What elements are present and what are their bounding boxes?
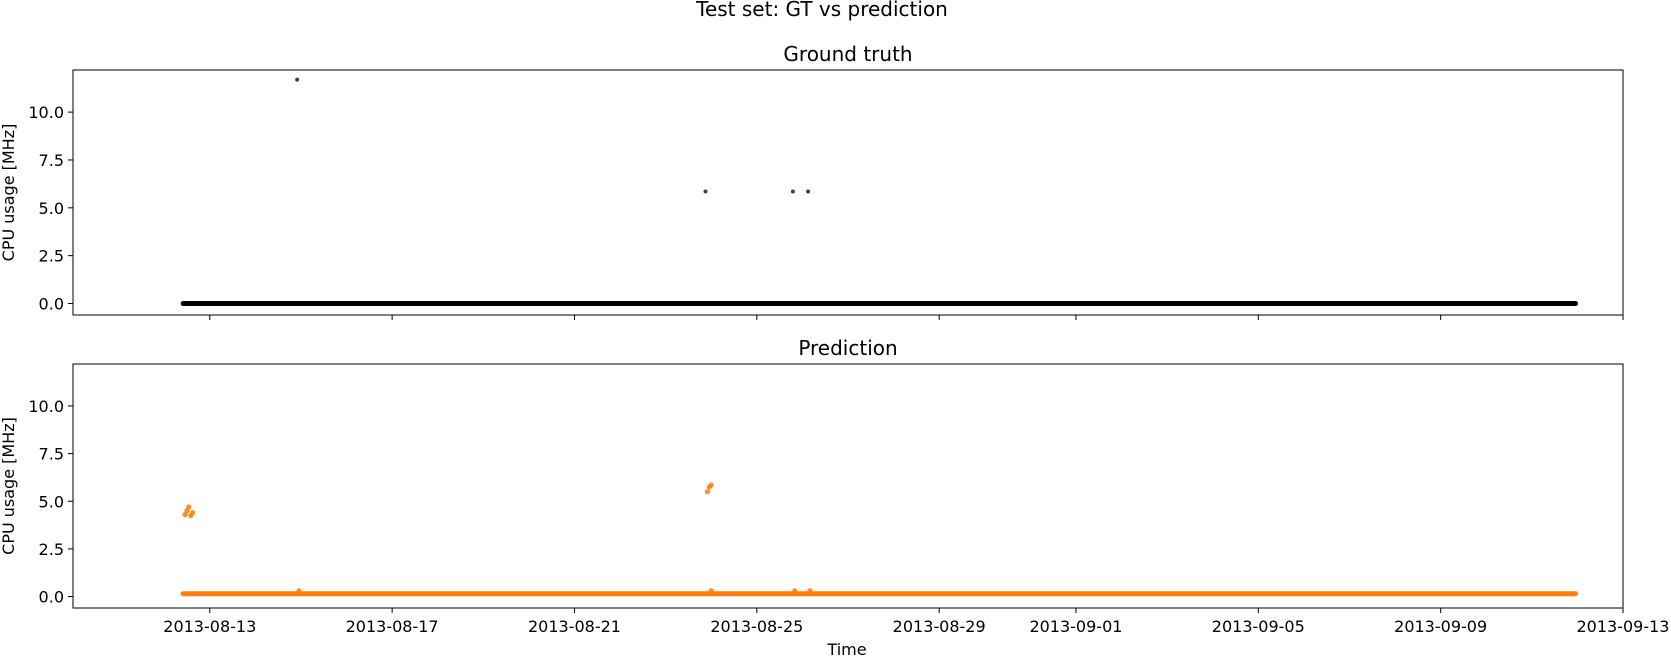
y-tick-label: 7.5 bbox=[39, 445, 64, 464]
data-point bbox=[295, 77, 300, 82]
plot-frame bbox=[72, 69, 1624, 316]
data-point bbox=[190, 510, 196, 516]
x-axis-label: Time bbox=[826, 640, 866, 659]
y-axis-label: CPU usage [MHz] bbox=[0, 124, 18, 262]
data-point bbox=[790, 189, 795, 194]
x-tick-label: 2013-09-13 bbox=[1577, 617, 1670, 636]
y-axis-label: CPU usage [MHz] bbox=[0, 417, 18, 555]
y-tick-label: 2.5 bbox=[39, 540, 64, 559]
y-tick-label: 10.0 bbox=[28, 103, 64, 122]
y-tick-label: 5.0 bbox=[39, 199, 64, 218]
data-point bbox=[296, 588, 302, 594]
data-point bbox=[703, 189, 708, 194]
data-point bbox=[708, 482, 714, 488]
x-tick-label: 2013-09-01 bbox=[1029, 617, 1122, 636]
data-point bbox=[806, 189, 811, 194]
x-tick-label: 2013-09-09 bbox=[1394, 617, 1487, 636]
x-tick-label: 2013-08-17 bbox=[346, 617, 439, 636]
x-tick-label: 2013-08-13 bbox=[163, 617, 256, 636]
y-tick-label: 2.5 bbox=[39, 247, 64, 266]
figure-suptitle: Test set: GT vs prediction bbox=[695, 0, 948, 21]
ground-truth-panel: Ground truth CPU usage [MHz] 0.0 2.5 5.0 7.5 1… bbox=[0, 42, 1624, 320]
x-tick-label: 2013-08-21 bbox=[528, 617, 621, 636]
y-tick-label: 0.0 bbox=[39, 588, 64, 607]
prediction-panel: Prediction CPU usage [MHz] 0.0 2.5 5.0 7.5 10.… bbox=[0, 336, 1669, 636]
panel-title: Ground truth bbox=[783, 42, 912, 66]
data-point bbox=[186, 504, 192, 510]
x-tick-label: 2013-08-25 bbox=[710, 617, 803, 636]
y-tick-label: 5.0 bbox=[39, 492, 64, 511]
x-tick-label: 2013-09-05 bbox=[1212, 617, 1305, 636]
plot-frame bbox=[72, 363, 1624, 609]
data-point bbox=[792, 588, 798, 594]
panel-title: Prediction bbox=[798, 336, 897, 360]
y-tick-label: 0.0 bbox=[39, 295, 64, 314]
y-tick-label: 10.0 bbox=[28, 397, 64, 416]
x-tick-label: 2013-08-29 bbox=[893, 617, 986, 636]
data-point bbox=[708, 588, 714, 594]
data-point bbox=[704, 489, 711, 495]
data-point bbox=[807, 588, 813, 594]
y-tick-label: 7.5 bbox=[39, 151, 64, 170]
